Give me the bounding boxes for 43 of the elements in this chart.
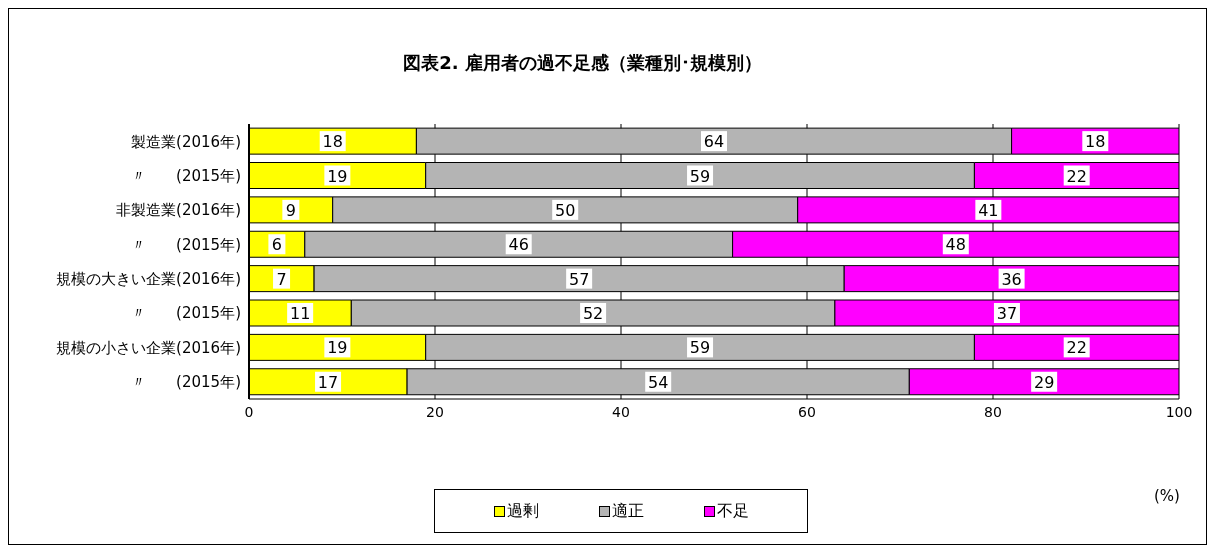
data-label: 17 [317,372,339,392]
data-label: 59 [689,166,711,186]
data-label: 19 [327,338,348,358]
x-tick-label: 40 [612,403,630,420]
data-label: 19 [327,166,348,186]
data-label: 36 [1001,269,1022,289]
data-label: 22 [1066,338,1087,358]
data-label: 46 [508,235,529,255]
x-tick-label: 100 [1165,403,1193,420]
data-label: 18 [1085,132,1106,152]
legend-label: 適正 [610,500,644,522]
data-label: 48 [945,235,966,255]
data-label: 50 [555,200,576,220]
data-label: 6 [271,235,282,255]
data-label: 29 [1033,372,1055,392]
y-tick-label: 規模の小さい企業(2016年) [56,338,241,357]
x-tick-label: 80 [984,403,1002,420]
legend-label: 不足 [715,500,749,522]
legend-label: 過剰 [505,500,539,522]
data-label: 9 [285,200,296,220]
y-tick-label: 非製造業(2016年) [116,201,241,220]
data-label: 41 [978,200,999,220]
data-label: 52 [582,304,604,323]
data-label: 54 [648,372,669,392]
data-label: 57 [568,269,590,289]
y-tick-label: 〃 (2015年) [131,373,241,392]
y-tick-label: 〃 (2015年) [131,304,241,323]
data-label: 18 [322,132,343,152]
y-tick-label: 規模の大きい企業(2016年) [56,270,241,289]
data-label: 59 [689,338,711,358]
data-label: 64 [703,132,725,152]
data-label: 11 [289,304,311,323]
data-label: 22 [1066,166,1087,186]
x-axis-title: (%) [1154,487,1180,505]
x-tick-label: 20 [426,403,444,420]
y-tick-label: 〃 (2015年) [131,166,241,185]
x-tick-label: 0 [244,403,254,420]
data-label: 37 [996,304,1018,323]
data-label: 7 [276,269,287,289]
x-tick-label: 60 [798,403,816,420]
y-tick-label: 〃 (2015年) [131,235,241,254]
y-tick-label: 製造業(2016年) [131,132,241,151]
chart-title: 図表2. 雇用者の過不足感（業種別･規模別） [402,51,763,75]
